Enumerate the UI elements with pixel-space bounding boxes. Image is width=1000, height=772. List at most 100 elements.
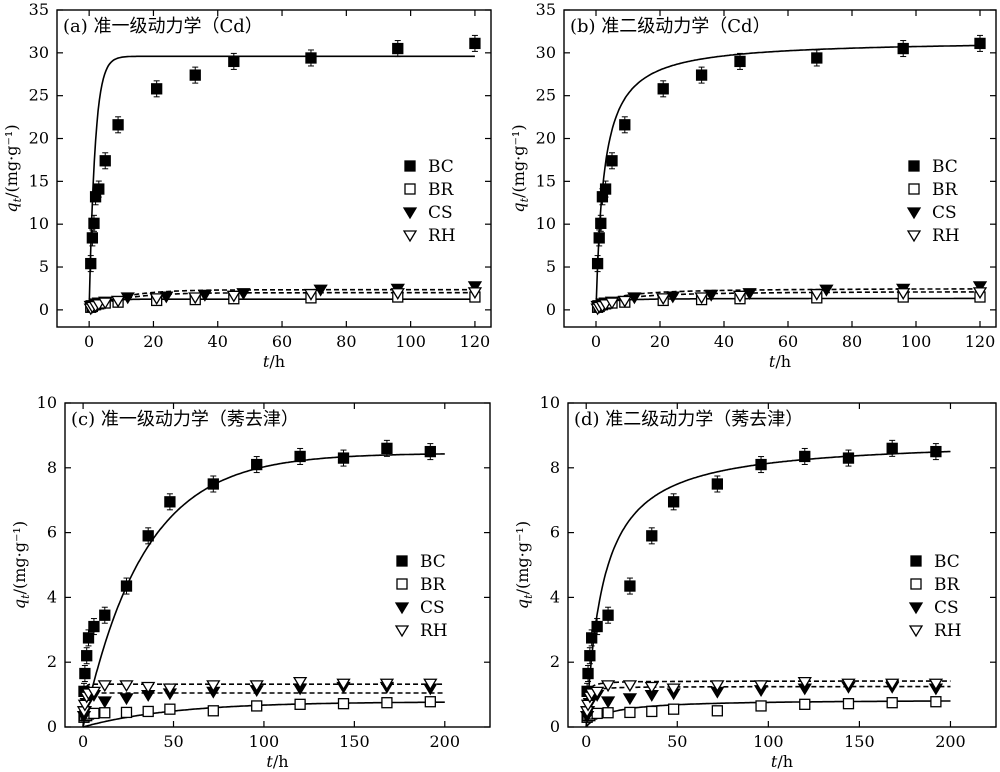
x-axis-title: t/h bbox=[769, 352, 791, 371]
point-br bbox=[251, 700, 263, 712]
chart-panel-c: 0 50 100 150 200 0 2 4 6 8 10 t/h qt/(mg·g⁻¹) (c) 准一级… bbox=[10, 393, 491, 771]
point-br bbox=[842, 698, 855, 710]
point-br bbox=[294, 698, 306, 710]
plot-frame bbox=[64, 402, 491, 728]
y-axis-title: qt/(mg·g⁻¹) bbox=[509, 124, 531, 212]
point-br bbox=[142, 705, 154, 718]
x-tick-label: 40 bbox=[208, 332, 228, 351]
point-bc bbox=[602, 609, 614, 621]
point-bc bbox=[164, 496, 176, 508]
point-bc bbox=[624, 580, 636, 592]
legend-label-rh: RH bbox=[428, 226, 456, 246]
legend-label-rh: RH bbox=[932, 226, 960, 246]
legend-marker-br bbox=[404, 183, 416, 195]
point-bc bbox=[120, 580, 133, 592]
point-rh bbox=[589, 686, 605, 699]
point-bc bbox=[88, 217, 100, 229]
point-cs bbox=[159, 291, 174, 304]
legend-label-rh: RH bbox=[934, 621, 962, 641]
x-tick-label: 150 bbox=[339, 732, 370, 751]
x-tick-label: 80 bbox=[336, 332, 356, 351]
point-bc bbox=[897, 42, 909, 55]
point-cs bbox=[600, 696, 616, 709]
point-bc bbox=[469, 37, 481, 50]
point-cs bbox=[467, 281, 483, 294]
fit-curve-bc bbox=[595, 44, 980, 310]
legend-marker-br bbox=[396, 578, 408, 590]
fit-curve-br bbox=[595, 297, 980, 311]
point-rh bbox=[885, 678, 900, 691]
legend-label-br: BR bbox=[420, 575, 446, 595]
point-bc bbox=[586, 632, 598, 644]
point-bc bbox=[251, 458, 263, 471]
point-bc bbox=[930, 445, 942, 458]
fit-curve-bc bbox=[82, 453, 445, 728]
chart-panel-d: 0 50 100 150 200 0 2 4 6 8 10 t/h qt/(mg·g⁻¹) (d) 准二级… bbox=[513, 393, 997, 771]
point-br bbox=[755, 700, 767, 712]
point-rh bbox=[841, 678, 856, 691]
y-tick-label: 4 bbox=[550, 587, 560, 606]
point-br bbox=[667, 703, 680, 715]
point-br bbox=[120, 706, 133, 719]
point-bc bbox=[755, 458, 767, 471]
legend-label-cs: CS bbox=[420, 598, 445, 618]
point-cs bbox=[313, 284, 328, 297]
legend-marker-br bbox=[908, 183, 920, 195]
point-bc bbox=[207, 478, 219, 490]
y-tick-label: 10 bbox=[37, 393, 57, 412]
point-rh bbox=[710, 680, 725, 693]
y-tick-label: 20 bbox=[536, 129, 556, 148]
point-cs bbox=[972, 281, 988, 294]
point-br bbox=[207, 705, 219, 717]
y-tick-label: 20 bbox=[29, 129, 49, 148]
point-rh bbox=[732, 290, 748, 303]
point-cs bbox=[120, 292, 135, 305]
point-bc bbox=[337, 452, 350, 464]
legend-marker-bc bbox=[396, 555, 408, 567]
x-tick-label: 200 bbox=[430, 732, 461, 751]
point-rh bbox=[97, 680, 112, 693]
point-bc bbox=[695, 69, 708, 81]
x-tick-label: 50 bbox=[163, 732, 183, 751]
point-bc bbox=[142, 530, 154, 542]
y-tick-label: 8 bbox=[550, 458, 560, 477]
legend-marker-rh bbox=[402, 230, 418, 243]
plot-frame bbox=[56, 9, 492, 328]
point-bc bbox=[591, 257, 604, 270]
x-tick-label: 0 bbox=[581, 732, 591, 751]
y-tick-label: 15 bbox=[29, 171, 49, 190]
point-br bbox=[711, 705, 723, 717]
point-rh bbox=[162, 683, 178, 696]
y-tick-label: 25 bbox=[29, 86, 49, 105]
x-tick-label: 100 bbox=[901, 332, 932, 351]
x-tick-label: 80 bbox=[842, 332, 862, 351]
point-rh bbox=[928, 678, 944, 691]
y-tick-label: 30 bbox=[536, 43, 556, 62]
y-tick-label: 10 bbox=[540, 393, 560, 412]
fit-curve-cs bbox=[88, 288, 475, 311]
x-tick-label: 120 bbox=[460, 332, 491, 351]
y-tick-label: 0 bbox=[39, 300, 49, 319]
point-cs bbox=[627, 292, 642, 305]
point-rh bbox=[423, 678, 438, 691]
point-bc bbox=[151, 83, 163, 95]
y-tick-label: 8 bbox=[47, 458, 57, 477]
legend-label-cs: CS bbox=[428, 203, 453, 223]
fit-curve-rh bbox=[595, 291, 980, 311]
point-rh bbox=[753, 680, 769, 693]
y-tick-label: 10 bbox=[536, 214, 556, 233]
y-tick-label: 10 bbox=[29, 214, 49, 233]
point-rh bbox=[600, 680, 616, 693]
point-br bbox=[799, 698, 811, 710]
point-rh bbox=[141, 681, 156, 694]
legend-label-rh: RH bbox=[420, 621, 448, 641]
point-rh bbox=[292, 676, 308, 689]
legend-label-br: BR bbox=[932, 180, 958, 200]
point-br bbox=[88, 707, 100, 720]
legend-label-bc: BC bbox=[420, 552, 446, 572]
point-rh bbox=[694, 292, 709, 305]
point-bc bbox=[591, 620, 603, 633]
y-tick-label: 2 bbox=[47, 652, 57, 671]
point-bc bbox=[305, 52, 317, 64]
point-rh bbox=[110, 295, 126, 308]
